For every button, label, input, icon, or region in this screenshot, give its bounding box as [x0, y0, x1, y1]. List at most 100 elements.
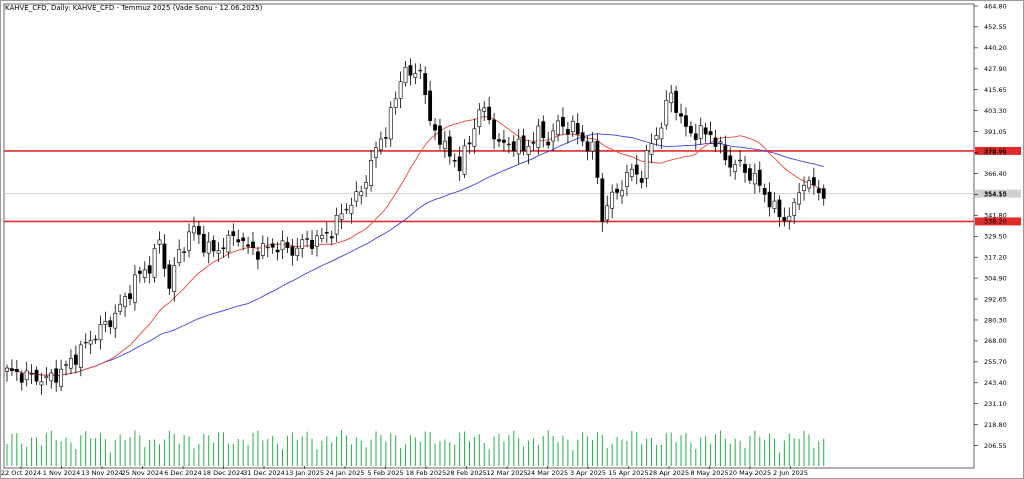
candle-body [246, 244, 250, 247]
candle-body [295, 247, 300, 257]
candle-body [580, 132, 585, 142]
candle [49, 369, 54, 389]
candle [703, 122, 708, 143]
candle-body [369, 160, 373, 187]
candle-body [718, 141, 723, 144]
candle-body [162, 243, 167, 269]
candle [531, 132, 536, 152]
y-tick-label: 391.05 [984, 128, 1007, 136]
candle-body [428, 90, 433, 121]
y-tick-label: 427.90 [984, 65, 1007, 73]
x-tick-label: 13 Nov 2024 [81, 469, 123, 477]
candle [152, 243, 157, 283]
candle [659, 122, 664, 149]
candle-body [802, 184, 806, 191]
candle-body [14, 369, 19, 373]
candle [595, 133, 600, 185]
candle-body [182, 251, 187, 253]
candle-body [551, 130, 556, 142]
candle-body [531, 142, 536, 144]
candle-body [334, 214, 339, 235]
y-tick-label: 243.40 [984, 379, 1007, 387]
candle [664, 90, 669, 130]
candle-body [54, 368, 59, 383]
candle-body [811, 177, 816, 186]
candle [733, 159, 738, 180]
candle-body [324, 232, 329, 234]
candle [403, 60, 408, 87]
candle [324, 222, 329, 243]
candle-body [69, 358, 73, 369]
candle-body [600, 178, 605, 223]
candle-body [24, 370, 29, 381]
candle [201, 225, 206, 257]
candle-body [300, 239, 305, 249]
candle-body [777, 199, 782, 218]
candle-body [536, 125, 541, 148]
candle [14, 359, 19, 382]
candle [644, 144, 649, 188]
candle-body [748, 168, 752, 181]
candle [482, 101, 487, 121]
candle [98, 315, 103, 350]
candle [270, 238, 275, 254]
candle [634, 154, 639, 185]
y-tick-label: 206.55 [984, 442, 1007, 450]
candle [580, 125, 585, 147]
candle [133, 265, 137, 311]
y-tick-label: 218.80 [984, 421, 1007, 429]
candle [29, 364, 34, 384]
candle [777, 195, 782, 228]
candle-body [541, 121, 546, 138]
candle-body [137, 270, 142, 274]
candle [472, 118, 477, 154]
candle [516, 128, 521, 165]
ma-slow-line [6, 133, 824, 377]
candle [816, 179, 821, 201]
candle [492, 112, 496, 150]
candle-body [752, 173, 757, 185]
candle [5, 364, 9, 382]
y-tick-label: 317.20 [984, 253, 1007, 261]
candle [797, 183, 802, 211]
candle [600, 172, 605, 232]
candle-body [684, 115, 688, 127]
candle-body [816, 188, 821, 193]
candle-body [649, 143, 654, 155]
candle [113, 304, 118, 338]
candle [310, 230, 314, 256]
candle [526, 140, 531, 165]
candle [251, 231, 255, 255]
candle [103, 311, 108, 333]
candle-body [231, 231, 236, 237]
y-tick-label: 378.75 [984, 149, 1007, 157]
candle [654, 127, 659, 146]
candle [787, 207, 792, 230]
candle [78, 340, 83, 377]
candle [467, 136, 472, 154]
candle-body [782, 217, 787, 221]
candle-body [393, 98, 398, 108]
candle [669, 84, 674, 113]
candle [69, 349, 73, 375]
candle-body [118, 303, 123, 312]
y-tick-label: 366.40 [984, 170, 1007, 178]
x-tick-label: 24 Mar 2025 [527, 469, 568, 477]
candle [393, 91, 398, 115]
candle-body [98, 324, 103, 341]
candle [821, 184, 826, 206]
candle-body [113, 312, 118, 329]
candle [728, 147, 733, 177]
candle-body [364, 182, 369, 189]
candle-body [236, 239, 241, 243]
candle-body [83, 341, 88, 344]
candle [162, 234, 167, 277]
candle [423, 66, 428, 104]
candle [698, 117, 703, 145]
candle [118, 294, 123, 315]
candle [137, 266, 142, 283]
candle [64, 360, 68, 376]
candle-body [792, 202, 797, 216]
candle-body [241, 237, 246, 241]
